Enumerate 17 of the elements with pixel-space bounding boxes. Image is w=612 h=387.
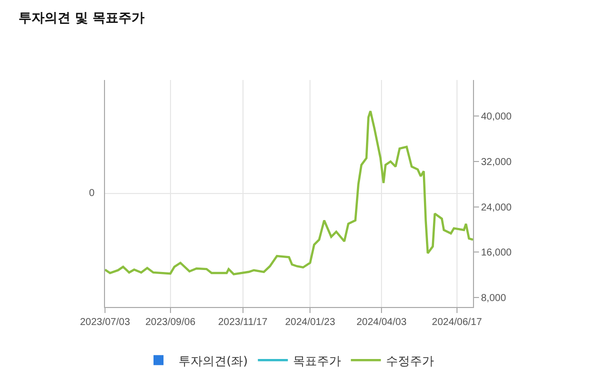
x-tick-label: 2024/06/17 xyxy=(432,317,482,328)
y2-tick-label: 16,000 xyxy=(481,248,512,259)
y2-tick-label: 24,000 xyxy=(481,202,512,214)
x-tick-label: 2023/09/06 xyxy=(145,317,196,328)
legend-label: 수정주가 xyxy=(386,354,434,368)
x-tick-label: 2023/07/03 xyxy=(80,317,130,328)
y2-tick-label: 32,000 xyxy=(481,157,512,168)
line-series xyxy=(105,110,473,276)
y2-tick-label: 8,000 xyxy=(481,292,506,304)
legend-label: 투자의견(좌) xyxy=(178,354,248,368)
chart-title: 투자의견 및 목표주가 xyxy=(18,10,144,26)
text: 0 xyxy=(89,188,95,199)
x-tick-label: 2024/04/03 xyxy=(356,317,407,328)
x-tick-label: 2024/01/23 xyxy=(285,317,336,328)
x-tick-label: 2023/11/17 xyxy=(218,317,268,328)
legend-label: 목표주가 xyxy=(292,354,341,368)
y2-tick-label: 40,000 xyxy=(481,112,512,123)
